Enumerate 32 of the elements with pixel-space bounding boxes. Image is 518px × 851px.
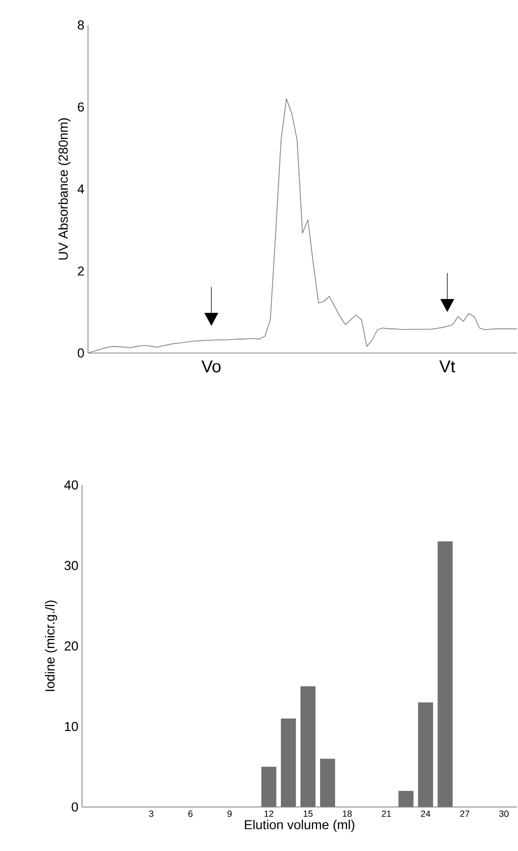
x-tick-label: 27 <box>460 810 470 817</box>
bar <box>261 766 277 807</box>
y-tick-label: 40 <box>64 480 78 490</box>
x-tick-label: 3 <box>149 810 154 817</box>
bar <box>418 702 434 807</box>
y-axis-title: UV Absorbance (280nm) <box>58 118 71 260</box>
x-tick-label: 21 <box>382 810 392 817</box>
x-tick-label: 12 <box>264 810 274 817</box>
y-tick-label: 20 <box>64 641 78 651</box>
y-tick-label: 30 <box>64 560 78 570</box>
bar <box>398 790 414 807</box>
y-tick-label: 10 <box>65 722 78 732</box>
x-axis-title: Elution volume (ml) <box>245 820 354 832</box>
bar <box>320 758 336 807</box>
y-tick-label: 6 <box>78 102 84 112</box>
x-tick-label: 24 <box>421 810 430 817</box>
bar <box>300 686 316 807</box>
y-tick-label: 0 <box>72 802 78 812</box>
y-axis-title: Iodine (micr.g./l) <box>45 600 58 692</box>
bar <box>438 541 453 807</box>
x-tick-label: 9 <box>228 810 232 817</box>
y-tick-label: 8 <box>78 20 84 30</box>
x-tick-label: 30 <box>499 810 509 817</box>
y-tick-label: 4 <box>78 184 84 194</box>
x-tick-label: Vt <box>440 360 456 372</box>
x-tick-label: 15 <box>304 810 313 817</box>
y-tick-label: 0 <box>78 348 84 358</box>
y-tick-label: 2 <box>78 266 84 276</box>
x-tick-label: 6 <box>188 810 193 817</box>
bar <box>281 718 296 807</box>
x-tick-label: Vo <box>202 360 221 372</box>
x-tick-label: 18 <box>343 810 352 817</box>
